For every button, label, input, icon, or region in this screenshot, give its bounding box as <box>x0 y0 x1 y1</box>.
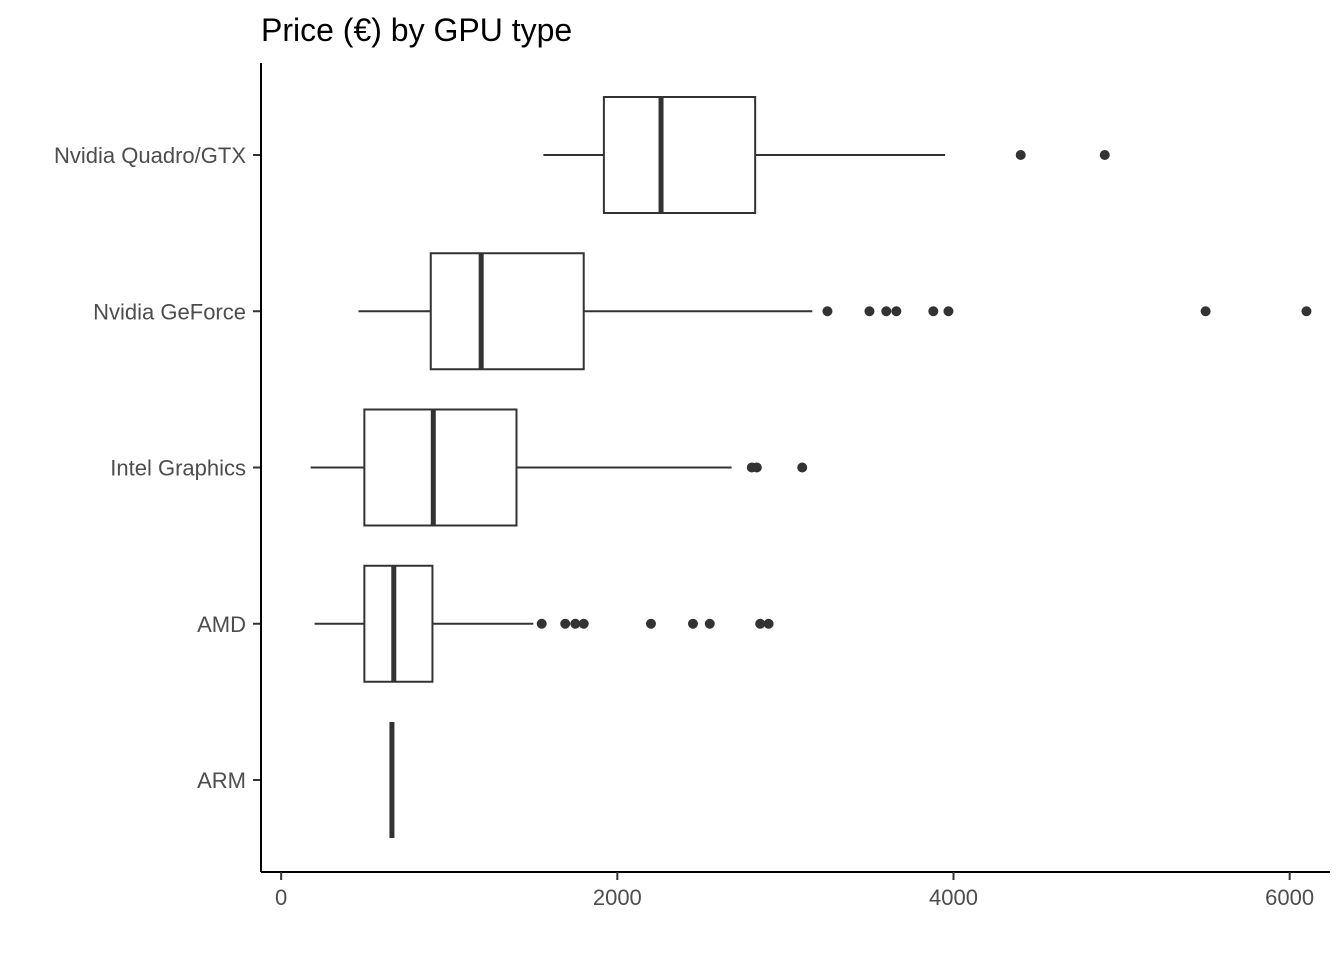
outlier-point <box>864 306 875 317</box>
box-intel-graphics <box>363 408 518 527</box>
y-tick-label-amd: AMD <box>197 612 246 637</box>
y-tick-label-nvidia-geforce: Nvidia GeForce <box>93 299 246 324</box>
axes: Nvidia Quadro/GTX Nvidia GeForce Intel Gra… <box>54 63 1330 910</box>
outlier-point <box>755 618 766 629</box>
box-group-amd <box>314 564 774 683</box>
box-group-nvidia-quadro-gtx <box>543 96 1110 214</box>
outlier-point <box>751 462 762 473</box>
box-nvidia-quadro-gtx <box>602 96 757 214</box>
x-tick-label: 0 <box>275 885 287 910</box>
outlier-point <box>687 618 698 629</box>
x-tick-label: 6000 <box>1265 885 1314 910</box>
box-nvidia-geforce <box>429 252 585 371</box>
x-tick-label: 4000 <box>929 885 978 910</box>
outlier-point <box>645 618 656 629</box>
outlier-point <box>1015 150 1026 160</box>
outlier-point <box>1301 306 1312 317</box>
outlier-point <box>797 462 808 473</box>
x-tick-label: 2000 <box>593 885 642 910</box>
y-tick-label-nvidia-quadro-gtx: Nvidia Quadro/GTX <box>54 143 246 168</box>
outlier-point <box>560 618 571 629</box>
outlier-point <box>1200 306 1211 317</box>
y-tick-label-arm: ARM <box>197 768 246 793</box>
outlier-point <box>891 306 902 317</box>
outlier-point <box>704 618 715 629</box>
outlier-point <box>822 306 833 317</box>
box-group-intel-graphics <box>310 408 808 527</box>
plot-area <box>310 96 1312 838</box>
y-tick-label-intel-graphics: Intel Graphics <box>110 456 246 481</box>
outlier-point <box>928 306 939 317</box>
box-group-nvidia-geforce <box>358 252 1312 371</box>
outlier-point <box>570 618 581 629</box>
chart-title: Price (€) by GPU type <box>261 12 572 48</box>
outlier-point <box>536 618 547 629</box>
outlier-point <box>763 618 774 629</box>
outlier-point <box>881 306 892 317</box>
outlier-point <box>943 306 954 317</box>
box-amd <box>363 564 434 683</box>
outlier-point <box>578 618 589 629</box>
outlier-point <box>1099 150 1110 160</box>
